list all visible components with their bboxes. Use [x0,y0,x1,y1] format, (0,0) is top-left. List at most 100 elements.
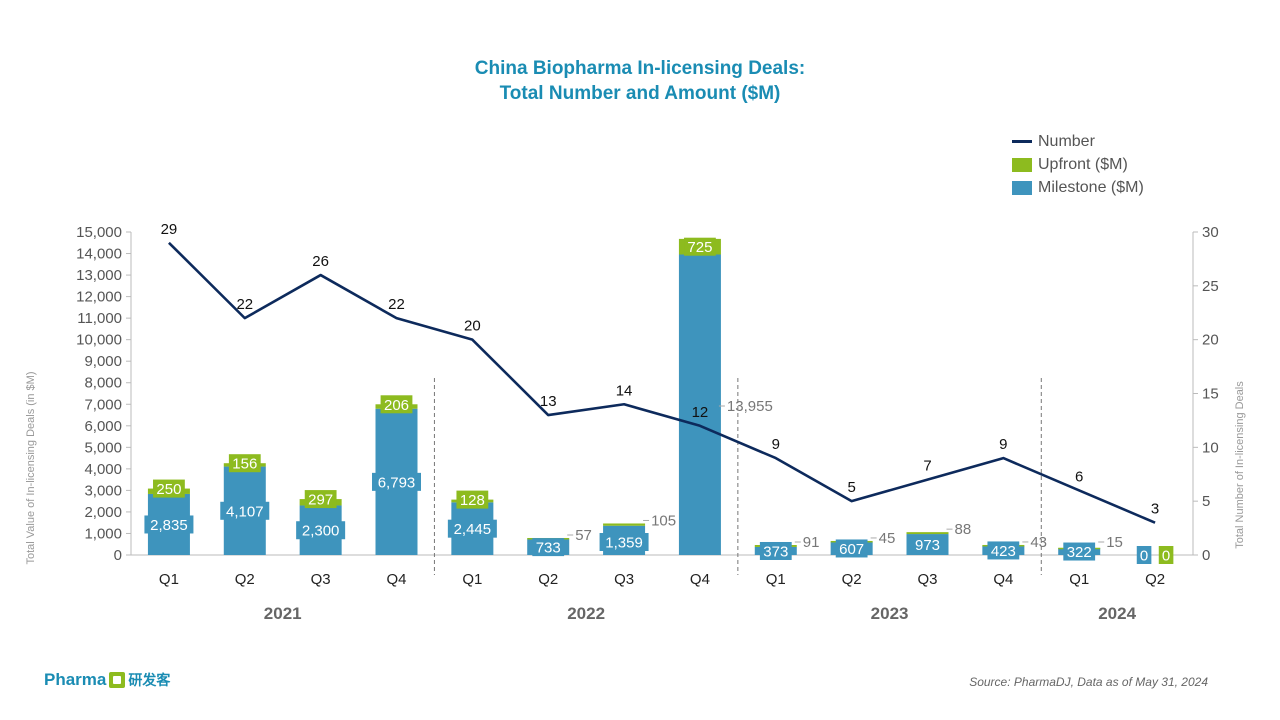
number-line [168,241,1156,524]
number-point-label: 22 [236,296,253,313]
upfront-value-label: 43 [1030,534,1047,551]
y-tick-label-right: 0 [1202,547,1210,564]
y-tick-label-left: 13,000 [76,267,122,284]
y-tick-label-left: 10,000 [76,332,122,349]
milestone-value-label: 607 [839,541,864,558]
x-tick-label: Q2 [235,571,255,588]
y-tick-label-left: 15,000 [76,224,122,241]
year-label: 2021 [264,604,302,623]
upfront-value-label-bg [456,490,489,509]
milestone-value-label-bg [144,515,194,534]
legend-item-upfront: Upfront ($M) [1012,153,1144,176]
y-tick-label-left: 0 [114,547,122,564]
bar-upfront [906,532,949,535]
x-tick-label: Q4 [386,571,406,588]
y-axis-title-right: Total Number of In-licensing Deals [1234,381,1246,549]
number-point-label: 6 [1075,468,1083,485]
legend-box-swatch [1012,157,1032,172]
upfront-value-label: 45 [879,530,896,547]
y-tick-label-right: 30 [1202,224,1219,241]
milestone-value-label-bg [220,501,270,520]
milestone-value-label: 0 [1140,548,1148,565]
number-point-label: 5 [847,479,855,496]
x-tick-label: Q2 [538,571,558,588]
upfront-value-label: 297 [308,492,333,509]
number-point-label: 3 [1151,501,1159,518]
y-axis-title-left: Total Value of In-licensing Deals (in $M… [25,372,37,565]
bar-upfront [603,523,646,526]
y-tick-label-right: 20 [1202,332,1219,349]
x-tick-label: Q1 [766,571,786,588]
upfront-value-label-bg [1158,546,1174,564]
milestone-value-label-bg [987,541,1020,560]
legend-box-swatch [1012,180,1032,195]
y-tick-label-left: 2,000 [84,504,122,521]
upfront-value-label-bg [684,237,716,256]
logo-text: Pharma [44,670,107,689]
y-tick-label-left: 5,000 [84,439,122,456]
y-tick-label-right: 25 [1202,278,1219,295]
upfront-value-label-bg [304,490,337,509]
milestone-value-label: 733 [536,540,561,557]
y-tick-label-left: 14,000 [76,246,122,263]
legend-line-swatch [1012,140,1032,143]
chart-title-line2: Total Number and Amount ($M) [499,83,781,104]
milestone-value-label-bg [296,521,346,540]
number-point-label: 26 [312,253,329,270]
number-point-label: 7 [923,458,931,475]
y-tick-label-left: 4,000 [84,461,122,478]
milestone-value-label: 373 [763,543,788,560]
milestone-value-label-bg [759,541,792,560]
milestone-value-label: 2,300 [302,523,340,540]
x-tick-label: Q4 [993,571,1013,588]
x-tick-label: Q1 [1069,571,1089,588]
y-tick-label-right: 5 [1202,493,1210,510]
number-point-label: 22 [388,296,405,313]
legend-item-milestone: Milestone ($M) [1012,176,1144,199]
milestone-value-label: 2,835 [150,517,188,534]
number-point-label: 29 [161,221,178,238]
milestone-value-label: 2,445 [454,521,492,538]
x-tick-label: Q1 [462,571,482,588]
milestone-value-label: 1,359 [605,535,643,552]
milestone-value-label-bg [1136,546,1152,564]
upfront-value-label-bg [153,479,185,498]
logo-mark-icon [109,672,126,688]
pharmadj-logo: Pharma 研发客 [44,670,170,690]
upfront-value-label: 15 [1106,534,1123,551]
bar-milestone [678,254,721,556]
y-tick-label-left: 8,000 [84,375,122,392]
x-tick-label: Q1 [159,571,179,588]
milestone-value-label-bg [835,539,868,558]
year-label: 2024 [1098,604,1136,623]
number-point-label: 13 [540,393,557,410]
x-tick-label: Q2 [1145,571,1165,588]
source-note: Source: PharmaDJ, Data as of May 31, 202… [969,675,1208,689]
upfront-value-label: 13,955 [727,398,773,415]
chart-legend: Number Upfront ($M) Milestone ($M) [1012,130,1144,199]
year-label: 2022 [567,604,605,623]
milestone-value-label: 4,107 [226,503,264,520]
legend-item-number: Number [1012,130,1144,153]
upfront-value-label: 156 [232,456,257,473]
milestone-value-label-bg [447,519,497,538]
milestone-value-label: 322 [1067,544,1092,561]
milestone-value-label-bg [911,535,944,554]
y-tick-label-left: 9,000 [84,353,122,370]
milestone-value-label: 423 [991,543,1016,560]
x-tick-label: Q2 [842,571,862,588]
logo-chinese-text: 研发客 [128,672,171,688]
x-tick-label: Q3 [311,571,331,588]
upfront-value-label: 105 [651,512,676,529]
x-tick-label: Q3 [614,571,634,588]
x-tick-label: Q3 [917,571,937,588]
y-tick-label-right: 15 [1202,386,1219,403]
number-point-label: 9 [772,436,780,453]
y-tick-label-left: 6,000 [84,418,122,435]
milestone-value-label: 6,793 [378,474,416,491]
upfront-value-label: 725 [687,239,712,256]
upfront-value-label-bg [380,395,413,414]
legend-label: Milestone ($M) [1038,178,1144,196]
milestone-value-label-bg [1063,542,1096,561]
legend-label: Upfront ($M) [1038,155,1128,173]
